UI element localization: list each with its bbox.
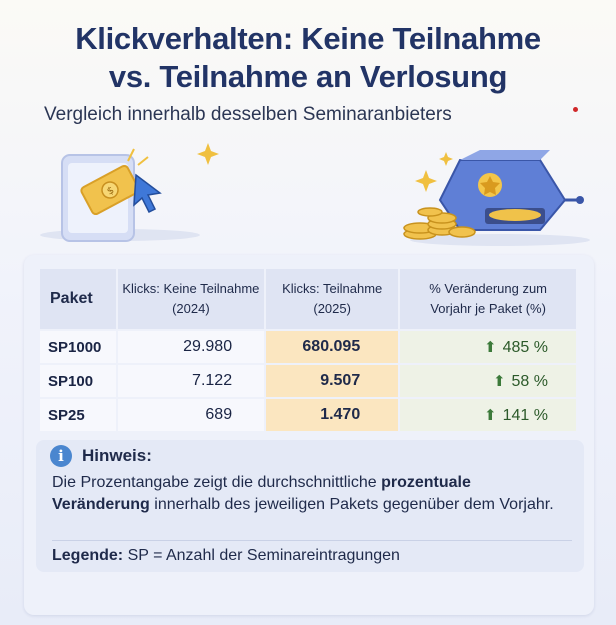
table-row: SP1000 29.980 680.095 ⬆ 485 % <box>40 331 576 363</box>
note-text: Die Prozentangabe zeigt die durchschnitt… <box>52 472 562 516</box>
up-arrow-icon: ⬆ <box>484 406 497 424</box>
divider <box>52 540 572 541</box>
note-text-part1: Die Prozentangabe zeigt die durchschnitt… <box>52 474 382 491</box>
cell-participation: 680.095 <box>266 331 399 363</box>
cell-change: ⬆ 58 % <box>400 365 576 397</box>
change-value: 58 % <box>511 372 548 390</box>
header-participation: Klicks: Teilnahme (2025) <box>266 269 399 329</box>
header-change: % Veränderung zum Vorjahr je Paket (%) <box>400 269 576 329</box>
page-title: Klickverhalten: Keine Teilnahme vs. Teil… <box>0 20 616 96</box>
cell-paket: SP25 <box>40 399 116 431</box>
change-value: 485 % <box>502 338 548 356</box>
click-comparison-table: Paket Klicks: Keine Teilnahme (2024) Kli… <box>38 267 578 433</box>
up-arrow-icon: ⬆ <box>492 372 506 390</box>
header-participation-line1: Klicks: Teilnahme <box>282 281 383 296</box>
cell-change: ⬆ 485 % <box>400 331 576 363</box>
cell-participation: 1.470 <box>266 399 399 431</box>
legend-label: Legende: <box>52 547 124 564</box>
lottery-drum-illustration <box>403 150 590 246</box>
cell-no-participation: 7.122 <box>117 365 265 397</box>
note-text-bold: prozentuale Veränderung <box>52 474 471 513</box>
header-change-line1: % Veränderung zum <box>429 281 548 296</box>
header-no-participation-line2: (2024) <box>172 301 210 316</box>
subtitle: Vergleich innerhalb desselben Seminaranb… <box>44 104 452 125</box>
table-header-row: Paket Klicks: Keine Teilnahme (2024) Kli… <box>40 269 576 329</box>
title-line-2: vs. Teilnahme an Verlosung <box>108 59 508 94</box>
note-box <box>36 440 584 572</box>
note-title: Hinweis: <box>82 446 152 465</box>
header-paket: Paket <box>40 269 116 329</box>
header-participation-line2: (2025) <box>313 301 351 316</box>
phone-ticket-illustration: $ <box>40 143 219 242</box>
table-row: SP25 689 1.470 ⬆ 141 % <box>40 399 576 431</box>
info-icon: i <box>50 445 72 467</box>
note-text-part2: innerhalb des jeweiligen Pakets gegenübe… <box>149 496 554 513</box>
cell-paket: SP100 <box>40 365 116 397</box>
cell-participation: 9.507 <box>266 365 399 397</box>
cell-paket: SP1000 <box>40 331 116 363</box>
legend-text: SP = Anzahl der Seminareintragungen <box>123 547 400 564</box>
change-value: 141 % <box>502 406 548 424</box>
header-no-participation: Klicks: Keine Teilnahme (2024) <box>117 269 265 329</box>
decorative-dot <box>573 107 578 112</box>
header-no-participation-line1: Klicks: Keine Teilnahme <box>122 281 260 296</box>
svg-text:$: $ <box>105 185 116 198</box>
cell-change: ⬆ 141 % <box>400 399 576 431</box>
title-line-1: Klickverhalten: Keine Teilnahme <box>75 21 541 56</box>
header-change-line2: Vorjahr je Paket (%) <box>430 301 546 316</box>
up-arrow-icon: ⬆ <box>484 338 497 356</box>
cell-no-participation: 29.980 <box>117 331 265 363</box>
legend: Legende: SP = Anzahl der Seminareintragu… <box>52 547 400 565</box>
cell-no-participation: 689 <box>117 399 265 431</box>
table-row: SP100 7.122 9.507 ⬆ 58 % <box>40 365 576 397</box>
